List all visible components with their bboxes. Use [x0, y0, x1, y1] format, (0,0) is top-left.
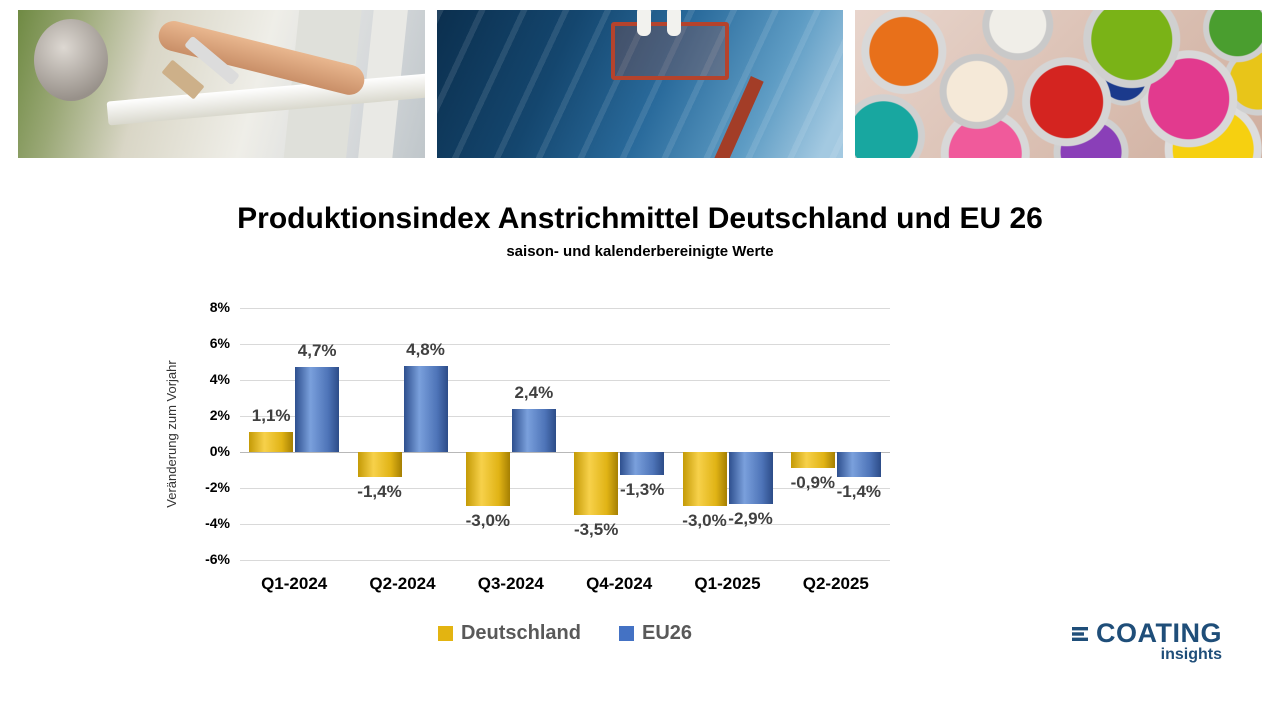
bar-deutschland — [574, 452, 619, 515]
legend-item-eu26: EU26 — [619, 622, 692, 645]
x-tick-label: Q2-2024 — [369, 574, 436, 593]
bar-value-label: 2,4% — [514, 382, 554, 402]
gridline — [240, 452, 890, 453]
legend-swatch-eu26 — [619, 626, 634, 641]
legend-swatch-deutschland — [437, 626, 453, 641]
coating-logo-icon — [1072, 626, 1088, 641]
x-tick-label: Q4-2024 — [586, 574, 653, 593]
bar-eu26 — [836, 452, 881, 478]
bar-value-label: -1,4% — [357, 482, 402, 502]
x-tick-label: Q2-2025 — [802, 574, 869, 593]
bar-deutschland — [465, 452, 510, 506]
legend-item-deutschland: Deutschland — [437, 622, 581, 645]
page-subtitle: saison- und kalenderbereinigte Werte — [506, 243, 774, 260]
logo-word-coating: COATING — [1096, 618, 1222, 648]
window-painting-photo — [18, 10, 425, 158]
y-tick-label: 0% — [209, 443, 230, 459]
bar-eu26 — [403, 365, 448, 452]
bar-value-label: -3,0% — [465, 511, 511, 530]
x-tick-label: Q3-2024 — [477, 574, 544, 593]
gridline — [240, 524, 890, 525]
bar-value-label: 1,1% — [251, 406, 291, 426]
banner-strip — [18, 10, 1263, 158]
bar-deutschland — [790, 452, 835, 469]
bar-chart: Veränderung zum Vorjahr 1,1% 4,7% -1,4% 4,8… — [150, 299, 970, 678]
bar-deutschland — [249, 432, 294, 452]
y-tick-label: 4% — [209, 371, 230, 387]
bar-value-label: -1,4% — [836, 482, 882, 502]
bar-value-label: -2,9% — [728, 509, 773, 529]
paintbrush-bristles-shape — [161, 59, 205, 100]
chart-legend: Deutschland EU26 — [240, 622, 890, 645]
y-tick-label: 2% — [209, 407, 230, 423]
bar-value-label: -3,0% — [682, 511, 727, 530]
lift-basket-shape — [611, 10, 730, 80]
bar-value-label: 4,8% — [406, 339, 445, 359]
worker-figure — [667, 10, 682, 36]
bar-deutschland — [357, 452, 402, 478]
y-tick-label: -6% — [205, 551, 230, 567]
gridline — [240, 560, 890, 561]
logo-word-insights: insights — [1160, 646, 1222, 663]
gridline — [240, 344, 890, 345]
bar-value-label: 4,7% — [297, 341, 337, 361]
bar-value-label: -0,9% — [790, 473, 836, 493]
bar-eu26 — [295, 367, 340, 452]
plot-area: 1,1% 4,7% -1,4% 4,8% -3,0% 2,4% -3,5% -1,3% -3,0… — [240, 308, 890, 561]
gridline — [240, 416, 890, 417]
worker-figure — [637, 10, 652, 36]
ship-hull-painting-photo — [436, 10, 844, 158]
legend-label-eu26: EU26 — [642, 622, 693, 644]
painter-head-shape — [34, 18, 109, 101]
legend-label-deutschland: Deutschland — [460, 622, 581, 644]
logo-top-row: COATING — [1070, 618, 1222, 649]
x-tick-label: Q1-2025 — [694, 574, 761, 593]
y-tick-label: -4% — [205, 515, 230, 531]
coating-insights-logo: COATING insights — [1070, 618, 1222, 664]
page-title: Produktionsindex Anstrichmittel Deutschl… — [237, 202, 1043, 235]
bar-value-label: -1,3% — [619, 480, 665, 500]
gridline — [240, 488, 890, 489]
bar-eu26 — [511, 408, 556, 452]
gridline — [240, 380, 890, 381]
y-tick-label: -2% — [205, 479, 230, 495]
gridline — [240, 308, 890, 309]
x-tick-label: Q1-2024 — [261, 574, 328, 593]
paint-cans-photo — [855, 10, 1263, 158]
y-tick-label: 8% — [209, 299, 230, 315]
y-tick-label: 6% — [209, 335, 230, 351]
title-block: Produktionsindex Anstrichmittel Deutschl… — [0, 202, 1280, 260]
bar-value-label: -3,5% — [573, 520, 619, 539]
bar-deutschland — [682, 452, 727, 506]
bar-eu26 — [620, 452, 665, 476]
bar-eu26 — [728, 452, 773, 505]
